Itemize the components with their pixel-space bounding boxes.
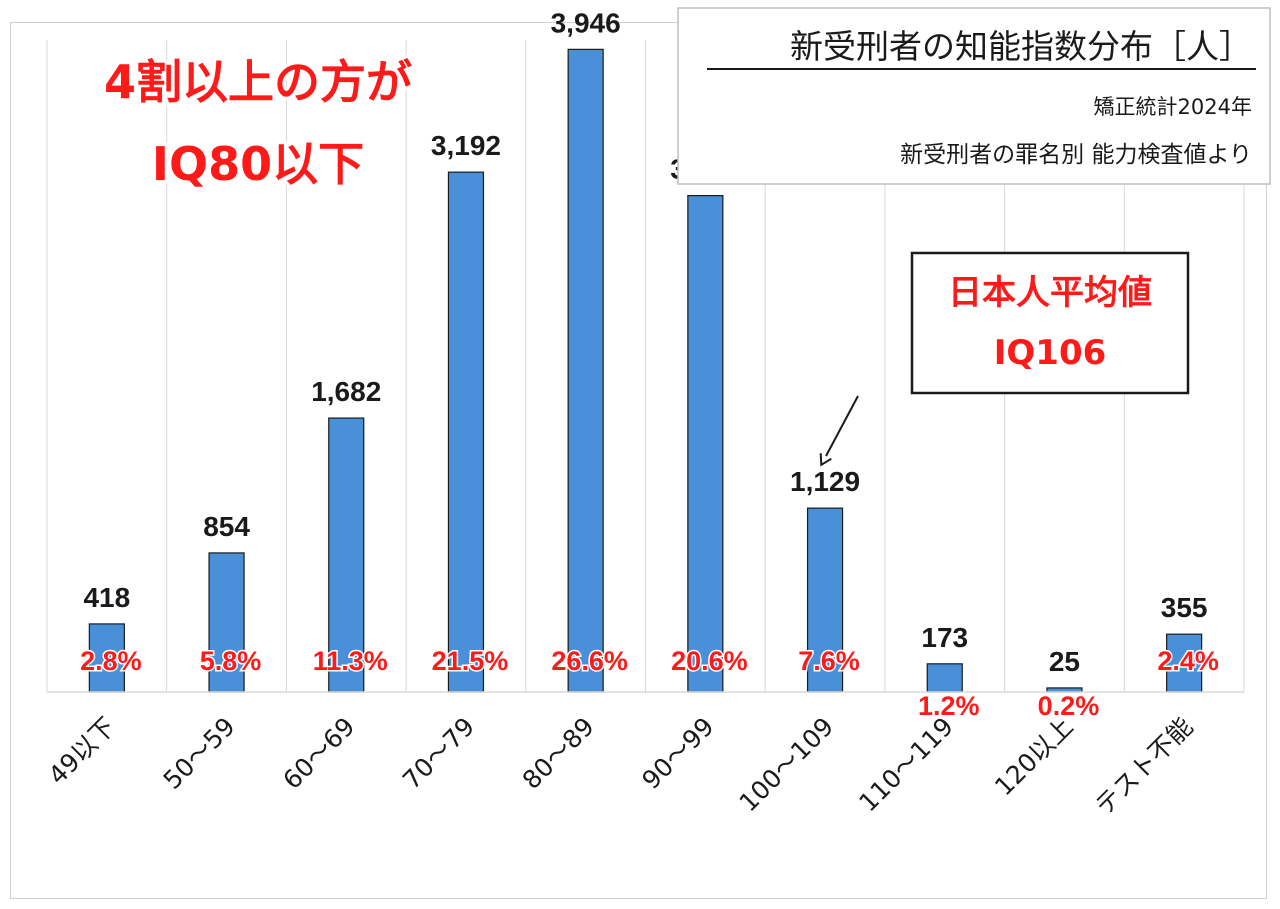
x-tick-labels: 49以下 50～59 60～69 70～79 80～89 90～99 100～109 110～… [43,712,1199,821]
bar [208,552,245,693]
chart-title: 新受刑者の知能指数分布［人］ [790,27,1252,66]
x-tick-label: 110～119 [853,712,959,818]
x-tick-label: 90～99 [636,712,719,795]
source-line-1: 矯正統計2024年 [1094,95,1252,119]
bar [687,195,724,693]
headline-line-1: 4割以上の方が [104,55,412,109]
percent-label: 2.4% [1157,646,1219,676]
value-label: 1,682 [311,376,381,407]
value-label: 3,192 [431,130,501,161]
chart-frame [10,22,1267,899]
x-tick-label: 50～59 [158,712,241,795]
headline-line-2: IQ80以下 [152,137,364,191]
percent-label: 1.2% [918,691,980,721]
x-tick-label: 60～69 [277,712,360,795]
bar [806,507,844,693]
bars [88,48,1203,693]
x-tick-label: 100～109 [734,712,840,818]
value-label: 854 [203,511,250,542]
bar [926,663,963,693]
percent-label: 21.5% [432,646,509,676]
x-tick-label: 70～79 [397,712,480,795]
average-callout: 日本人平均値 IQ106 [819,251,1190,467]
bar [447,171,485,693]
bar [1166,633,1203,693]
percent-labels: 2.8% 5.8% 11.3% 21.5% 26.6% 20.6% 7.6% 1.2% 0.2%… [79,645,1221,723]
x-tick-label: テスト不能 [1089,712,1198,821]
headline-annotation: 4割以上の方が IQ80以下 [101,52,415,194]
percent-label: 7.6% [798,646,860,676]
value-label: 355 [1161,592,1208,623]
x-tick-label: 80～89 [517,712,600,795]
percent-label: 0.2% [1038,691,1100,721]
percent-label: 2.8% [80,646,142,676]
bar [328,417,365,693]
value-label: 173 [921,622,968,653]
value-label: 1,129 [790,466,860,497]
bar [567,48,604,693]
percent-label: 11.3% [313,646,388,676]
percent-label: 20.6% [671,646,748,676]
source-line-2: 新受刑者の罪名別 能力検査値より [900,142,1252,168]
value-label: 25 [1049,646,1080,677]
average-callout-line-2: IQ106 [994,333,1107,373]
x-tick-label: 120以上 [989,712,1079,802]
value-label: 418 [83,582,130,613]
percent-label: 5.8% [200,646,262,676]
average-arrow [819,395,859,467]
percent-label: 26.6% [551,646,628,676]
average-callout-line-1: 日本人平均値 [948,273,1152,313]
value-label: 3,946 [551,7,621,38]
x-tick-label: 49以下 [43,712,121,790]
title-box: 新受刑者の知能指数分布［人］ 矯正統計2024年 新受刑者の罪名別 能力検査値よ… [677,7,1271,185]
